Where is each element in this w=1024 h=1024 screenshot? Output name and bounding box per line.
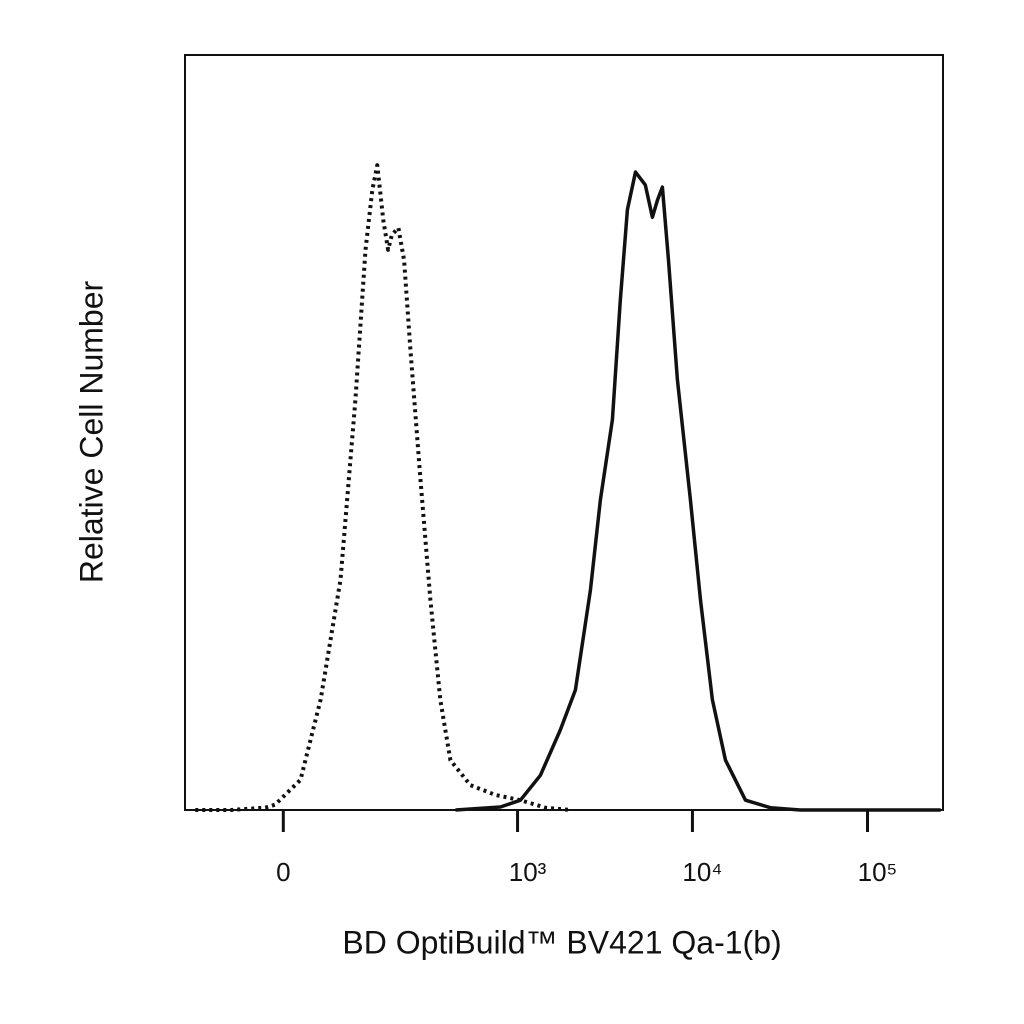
x-tick-label: 10⁴ <box>682 857 722 887</box>
x-tick-label: 0 <box>276 857 290 887</box>
x-axis-label: BD OptiBuild™ BV421 Qa-1(b) <box>342 924 781 960</box>
plot-frame <box>184 54 944 811</box>
y-axis-label: Relative Cell Number <box>73 280 109 583</box>
series-line <box>455 170 941 812</box>
x-tick-label: 10³ <box>509 857 547 887</box>
x-tick-label: 10⁵ <box>858 857 898 887</box>
series-line <box>195 163 571 812</box>
